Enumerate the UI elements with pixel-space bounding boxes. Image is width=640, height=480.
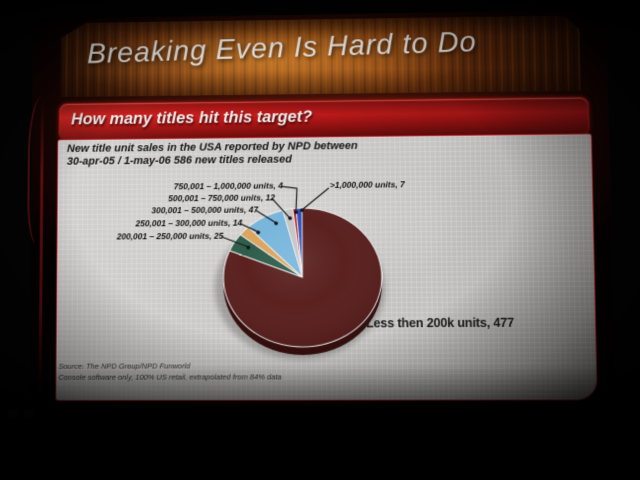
pie-label-under-200k: Less then 200k units, 477 [366, 315, 515, 331]
presenter-icons [7, 410, 34, 419]
source-footnotes: Source: The NPD Group/NPD Funworld Conso… [58, 360, 281, 383]
presenter-icon-1 [7, 410, 18, 419]
pie-label-300k-500k: 300,001 – 500,000 units, 47 [151, 204, 259, 216]
presenter-icon-2 [23, 410, 34, 419]
source-line1: Source: The NPD Group/NPD Funworld [58, 361, 191, 371]
pie-label-over-1m: >1,000,000 units, 7 [329, 179, 405, 190]
source-line2: Console software only, 100% US retail, e… [58, 372, 282, 382]
leader-line-over-1m [302, 187, 330, 210]
pie-label-500k-750k: 500,001 – 750,000 units, 12 [168, 192, 276, 204]
pie-shading [223, 207, 383, 348]
pie-label-250k-300k: 250,001 – 300,000 units, 14 [135, 217, 243, 229]
pie-label-750k-1m: 750,001 – 1,000,000 units, 4 [173, 180, 283, 192]
leader-line-750k-1m [281, 186, 299, 212]
pie-label-200k-250k: 200,001 – 250,000 units, 25 [116, 230, 224, 242]
